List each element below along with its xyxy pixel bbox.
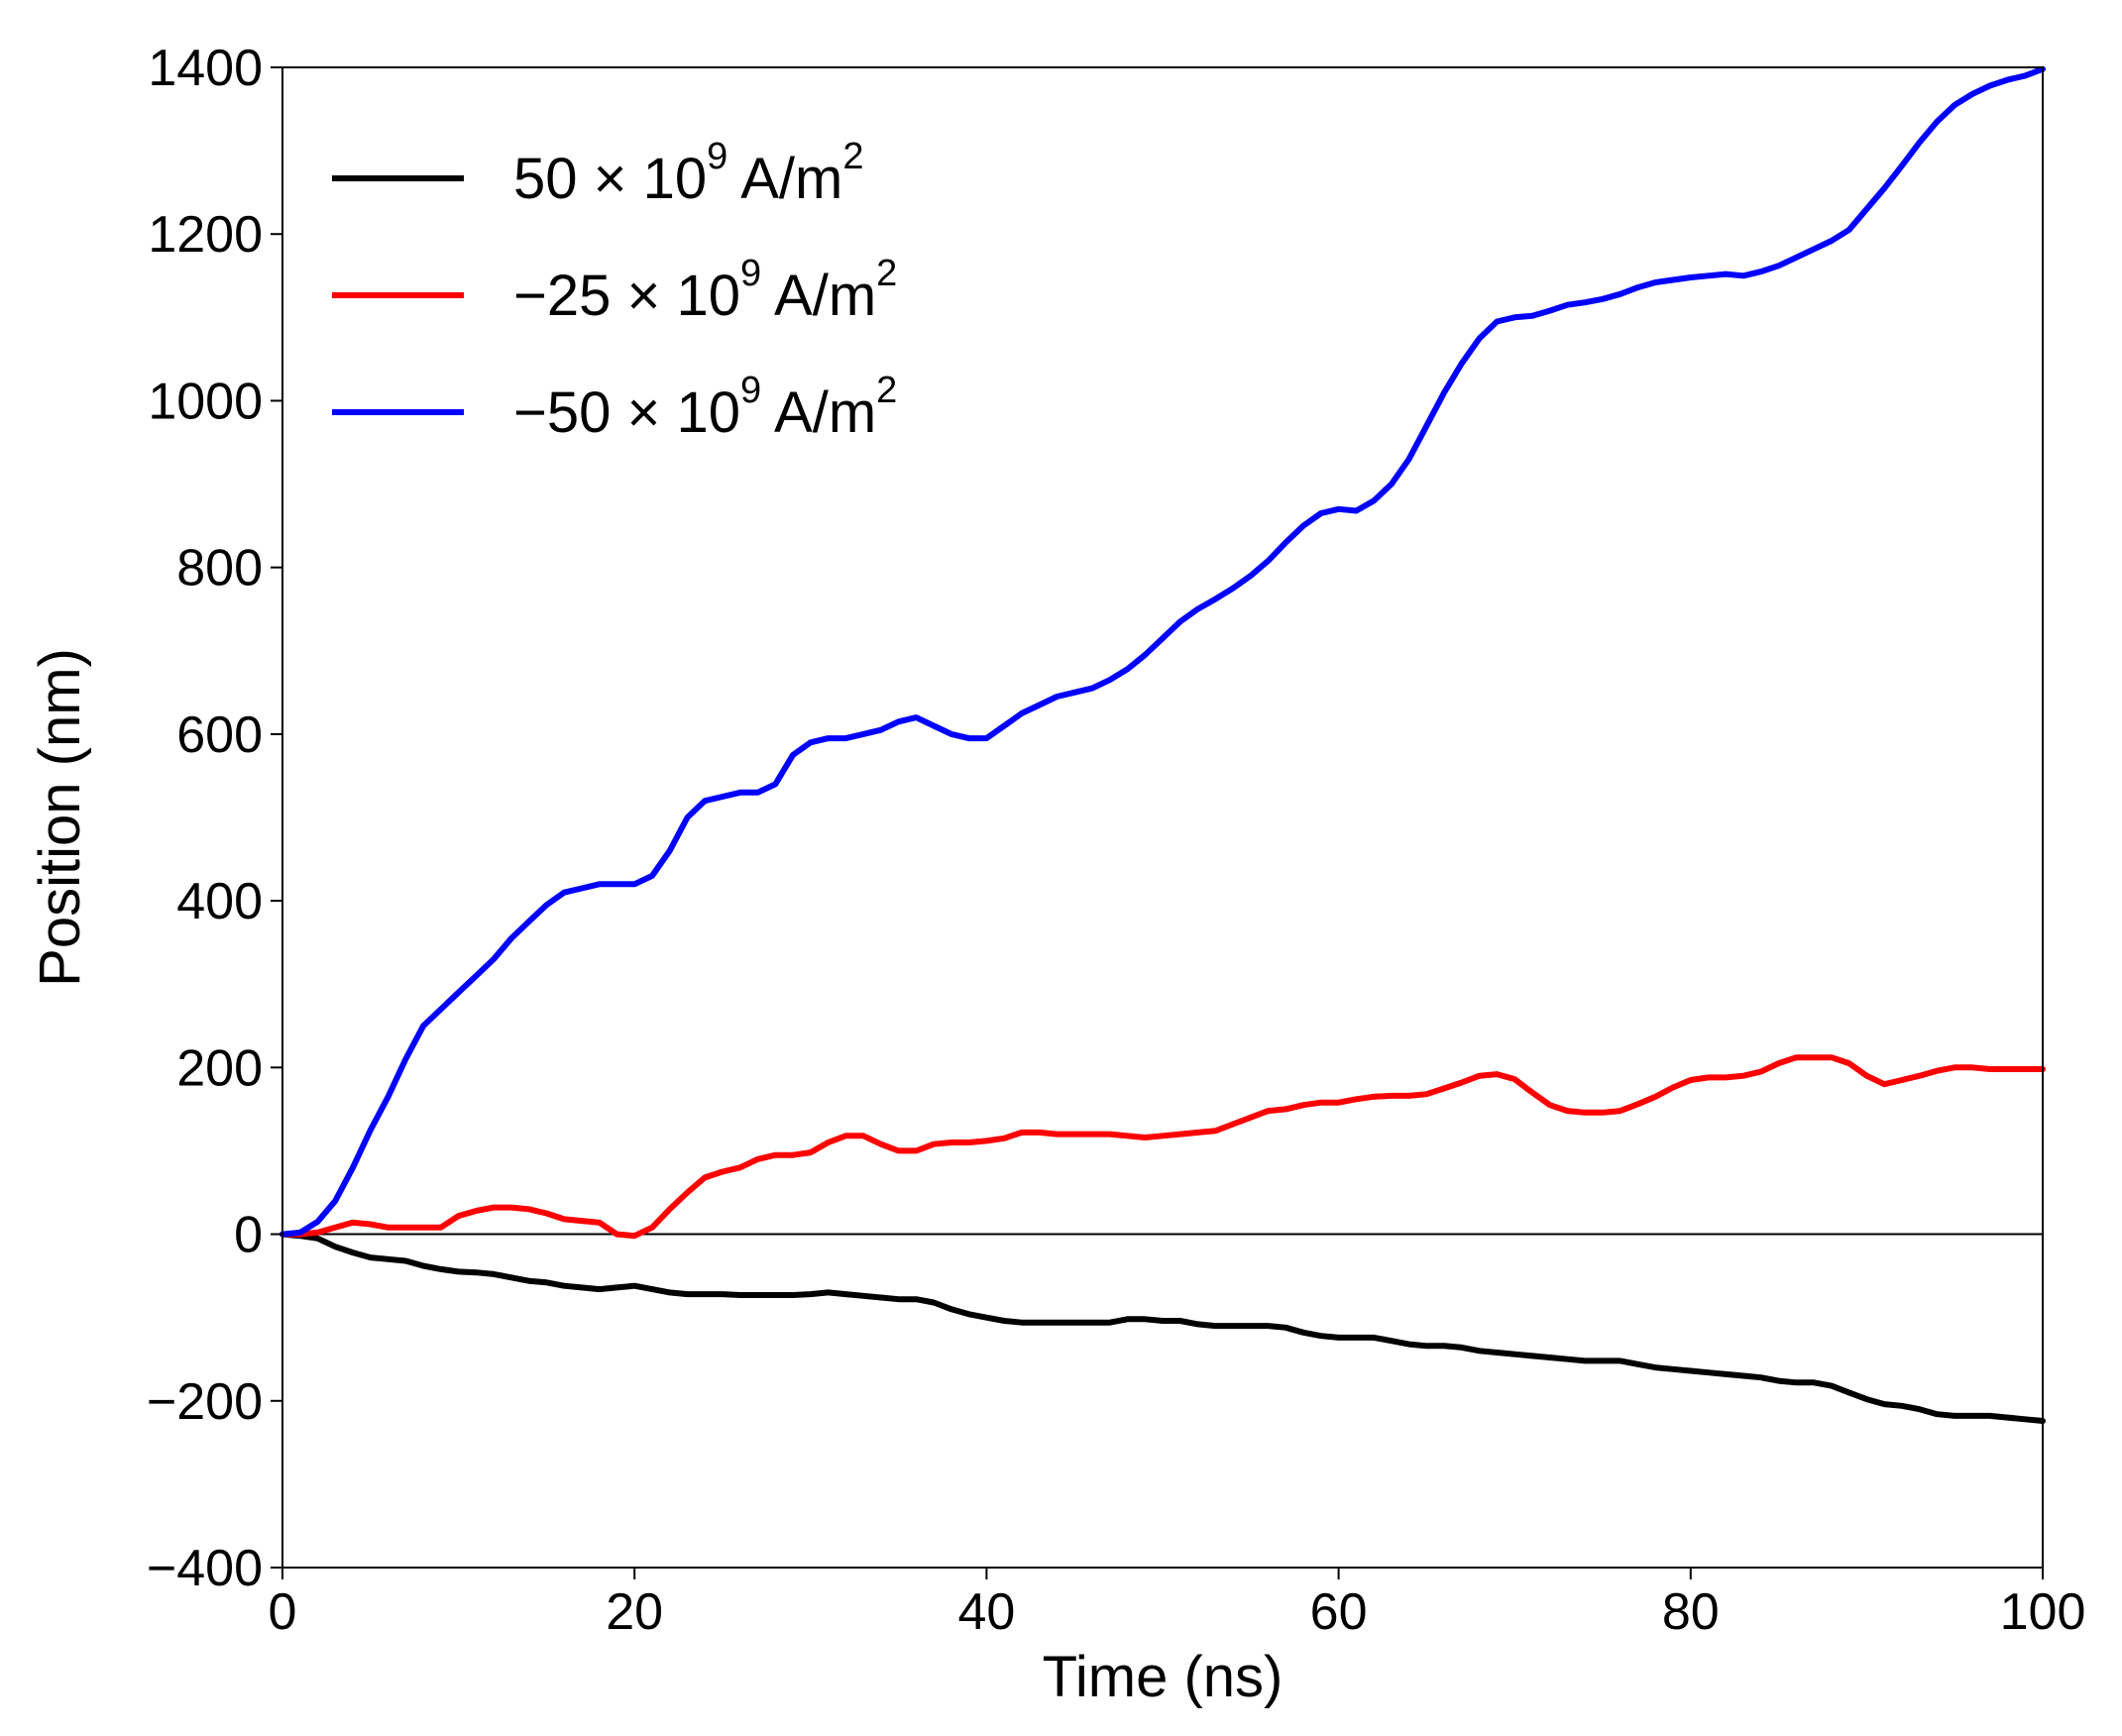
- x-tick-label: 80: [1662, 1583, 1720, 1641]
- y-tick-label: 800: [176, 540, 263, 597]
- x-axis-title: Time (ns): [1043, 1645, 1284, 1709]
- series-line-1: [279, 1231, 2046, 1424]
- x-tick-label: 100: [2000, 1583, 2086, 1641]
- y-tick-label: 0: [234, 1207, 263, 1264]
- x-tick-label: 60: [1310, 1583, 1368, 1641]
- x-tick-label: 20: [606, 1583, 663, 1641]
- x-tick-label: 40: [957, 1583, 1015, 1641]
- legend-label: 50 × 109 A/m2: [513, 136, 863, 211]
- series-layer: [279, 65, 2046, 1424]
- plot-area-frame: [281, 66, 2044, 1569]
- y-tick-label: 600: [176, 706, 263, 764]
- y-tick-label: 400: [176, 873, 263, 930]
- y-tick-label: 200: [176, 1039, 263, 1097]
- y-tick-label: 1000: [148, 373, 263, 430]
- legend-entry-1: 50 × 109 A/m2: [332, 136, 863, 211]
- x-axis-ticks: 0 20 40 60 80 100: [269, 1568, 2086, 1641]
- y-tick-label: −200: [147, 1373, 263, 1431]
- legend-entry-3: −50 × 109 A/m2: [332, 370, 897, 445]
- legend-entry-2: −25 × 109 A/m2: [332, 253, 897, 328]
- x-tick-label: 0: [269, 1583, 297, 1641]
- y-axis-ticks: −400 −200 0 200 400 600 800 1000 1200 1400: [147, 40, 282, 1597]
- series-line-3: [279, 65, 2046, 1238]
- y-axis-title: Position (nm): [28, 648, 92, 987]
- y-tick-label: 1400: [148, 40, 263, 97]
- series-line-2: [279, 1054, 2046, 1240]
- y-tick-label: −400: [147, 1540, 263, 1597]
- legend-label: −25 × 109 A/m2: [513, 253, 897, 328]
- y-tick-label: 1200: [148, 206, 263, 264]
- legend-label: −50 × 109 A/m2: [513, 370, 897, 445]
- legend: 50 × 109 A/m2 −25 × 109 A/m2 −50 × 109 A/m…: [332, 136, 897, 445]
